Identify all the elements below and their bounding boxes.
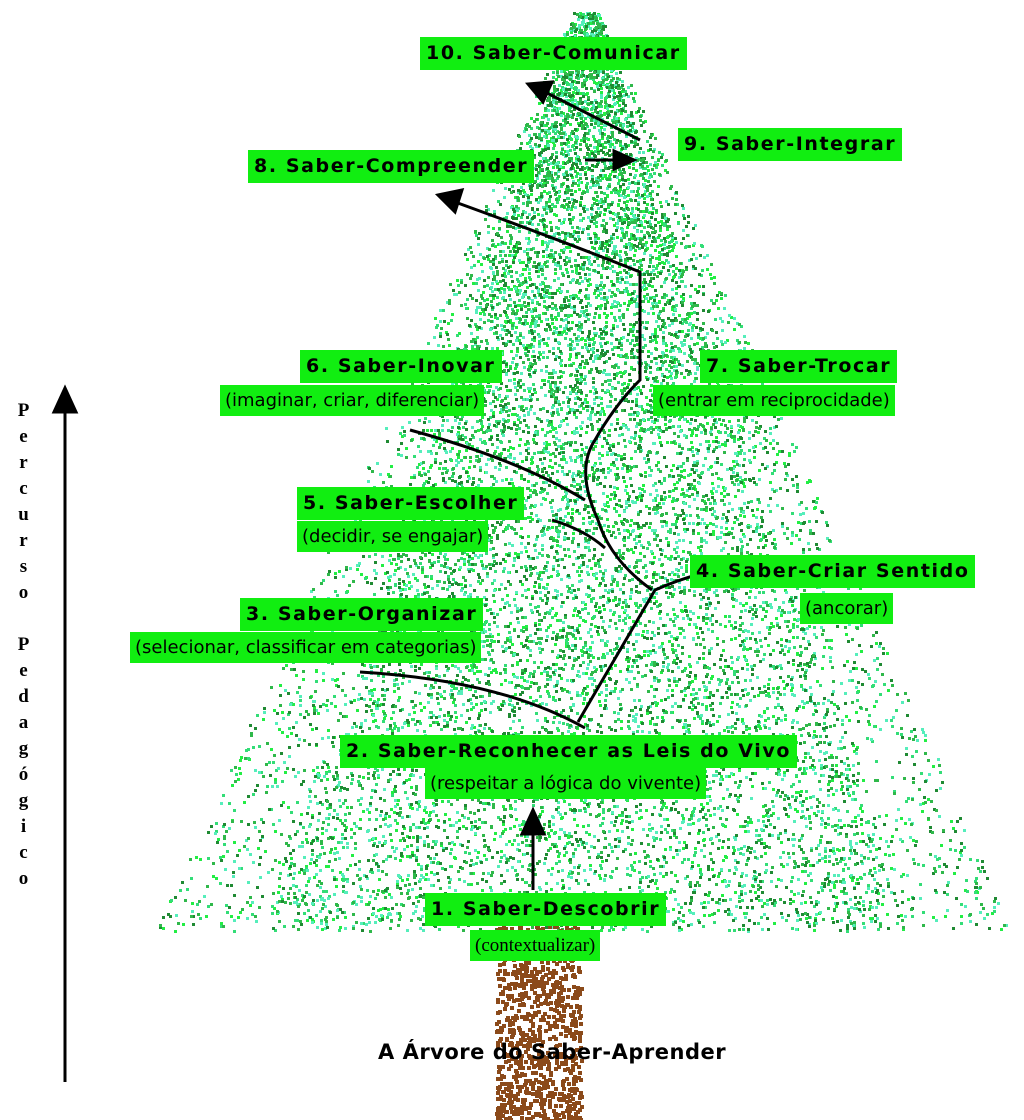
node-label: 1. Saber-Descobrir [425, 893, 666, 926]
node-label: 10. Saber-Comunicar [420, 37, 687, 70]
node-detail: (ancorar) [800, 593, 893, 624]
node-label: 4. Saber-Criar Sentido [690, 555, 975, 588]
axis-label: Percurso Pedagógico [12, 400, 34, 894]
page: Percurso Pedagógico A Árvore do Saber-Ap… [0, 0, 1024, 1120]
node-detail: (selecionar, classificar em categorias) [130, 632, 481, 663]
axis-arrowhead [54, 388, 76, 412]
diagram-title: A Árvore do Saber-Aprender [378, 1040, 726, 1064]
node-label: 5. Saber-Escolher [297, 487, 524, 520]
node-detail: (respeitar a lógica do vivente) [425, 768, 706, 799]
node-label: 9. Saber-Integrar [678, 128, 902, 161]
node-detail: (entrar em reciprocidade) [653, 385, 895, 416]
node-label: 8. Saber-Compreender [248, 150, 534, 183]
node-detail: (imaginar, criar, diferenciar) [220, 385, 484, 416]
arrowhead [438, 190, 462, 212]
node-label: 6. Saber-Inovar [300, 350, 502, 383]
node-label: 2. Saber-Reconhecer as Leis do Vivo [340, 735, 797, 768]
node-label: 3. Saber-Organizar [240, 598, 483, 631]
node-label: 7. Saber-Trocar [700, 350, 897, 383]
node-detail: (decidir, se engajar) [297, 521, 488, 552]
node-detail: (contextualizar) [470, 930, 600, 961]
